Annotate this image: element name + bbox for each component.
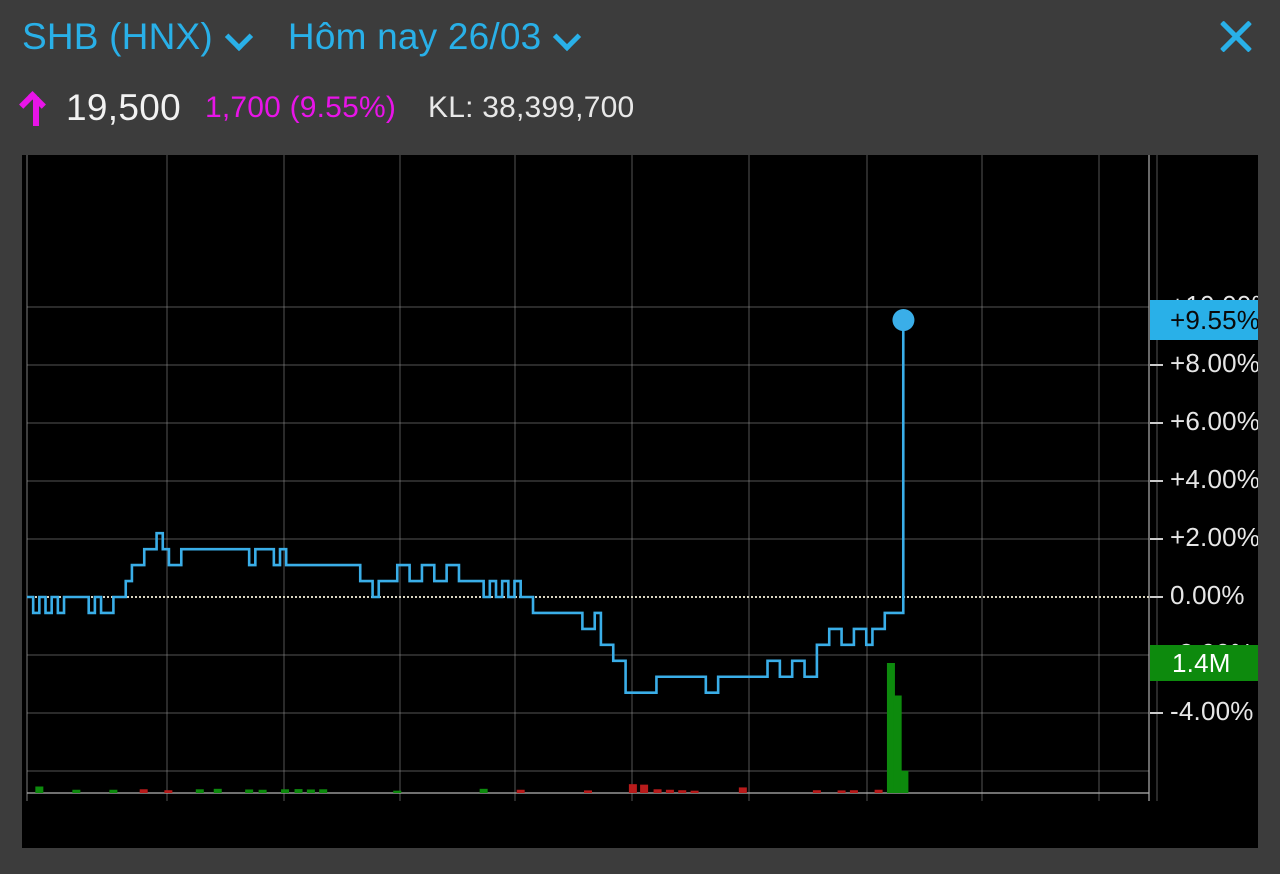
- price-line: [27, 318, 910, 695]
- volume-bar: [245, 789, 254, 793]
- volume-bar: [738, 787, 747, 793]
- date-selector[interactable]: Hôm nay 26/03: [288, 16, 581, 58]
- volume-bar: [900, 770, 909, 793]
- volume-bar: [516, 789, 525, 793]
- volume-bar: [109, 789, 118, 793]
- volume-bar: [479, 788, 488, 793]
- current-price-badge: +9.55%: [1150, 300, 1258, 341]
- volume-bar: [690, 790, 699, 793]
- chart-canvas[interactable]: [22, 155, 1258, 848]
- chart-background: [22, 155, 1258, 848]
- volume-bar: [164, 790, 173, 793]
- volume-bar: [849, 790, 858, 793]
- current-price-marker: [892, 309, 915, 332]
- volume-bar: [213, 788, 222, 793]
- volume-value: KL: 38,399,700: [428, 91, 635, 124]
- volume-bar: [584, 790, 592, 793]
- value-axis-tick-mark: [1150, 480, 1163, 482]
- arrow-up-icon: [22, 90, 52, 126]
- volume-bar: [893, 695, 902, 793]
- symbol-label: SHB (HNX): [22, 16, 213, 57]
- volume-bar: [837, 790, 846, 793]
- volume-bar: [294, 789, 303, 793]
- change-value: 1,700 (9.55%): [204, 91, 397, 124]
- volume-bar: [258, 789, 267, 793]
- volume-bar: [195, 789, 204, 793]
- volume-bar: [665, 789, 674, 793]
- chevron-down-icon[interactable]: [554, 24, 580, 50]
- current-volume-badge: 1.4M: [1150, 645, 1258, 681]
- volume-bar: [653, 789, 662, 793]
- volume-bar: [306, 789, 315, 793]
- value-axis-tick-mark: [1150, 712, 1163, 714]
- volume-bar: [640, 784, 649, 793]
- close-icon[interactable]: [1212, 12, 1260, 60]
- volume-bar: [35, 786, 44, 793]
- price-value: 19,500: [66, 87, 181, 128]
- value-axis-tick: +4.00%: [1170, 464, 1258, 494]
- value-axis-tick: -4.00%: [1170, 696, 1254, 726]
- volume-bar: [393, 790, 402, 793]
- chart-panel[interactable]: +10.00%+8.00%+6.00%+4.00%+2.00%0.00%-2.0…: [22, 155, 1258, 848]
- value-axis-tick: +6.00%: [1170, 406, 1258, 436]
- volume-bar: [281, 789, 290, 793]
- volume-bar: [319, 789, 328, 793]
- header-selectors-row: SHB (HNX) Hôm nay 26/03: [22, 10, 580, 64]
- value-axis-tick: +2.00%: [1170, 522, 1258, 552]
- price-plot[interactable]: [22, 155, 1258, 848]
- volume-bar: [812, 790, 821, 793]
- symbol-selector[interactable]: SHB (HNX): [22, 16, 252, 58]
- volume-bar: [628, 784, 637, 793]
- value-axis-tick-mark: [1150, 596, 1163, 598]
- volume-bar: [72, 789, 81, 793]
- value-axis-tick-mark: [1150, 422, 1163, 424]
- volume-bar: [678, 790, 687, 793]
- volume-bar: [874, 789, 883, 793]
- value-axis-tick-mark: [1150, 364, 1163, 366]
- volume-bar: [886, 663, 895, 793]
- value-axis-tick-mark: [1150, 538, 1163, 540]
- header-quote-row: 19,500 1,700 (9.55%) KL: 38,399,700: [22, 82, 634, 134]
- volume-bar: [139, 789, 148, 793]
- value-axis-tick: 0.00%: [1170, 580, 1245, 610]
- chevron-down-icon[interactable]: [226, 24, 252, 50]
- value-axis-tick: +8.00%: [1170, 348, 1258, 378]
- header-bar: SHB (HNX) Hôm nay 26/03 19,500 1,700 (9.…: [0, 0, 1280, 146]
- date-label: Hôm nay 26/03: [287, 16, 542, 57]
